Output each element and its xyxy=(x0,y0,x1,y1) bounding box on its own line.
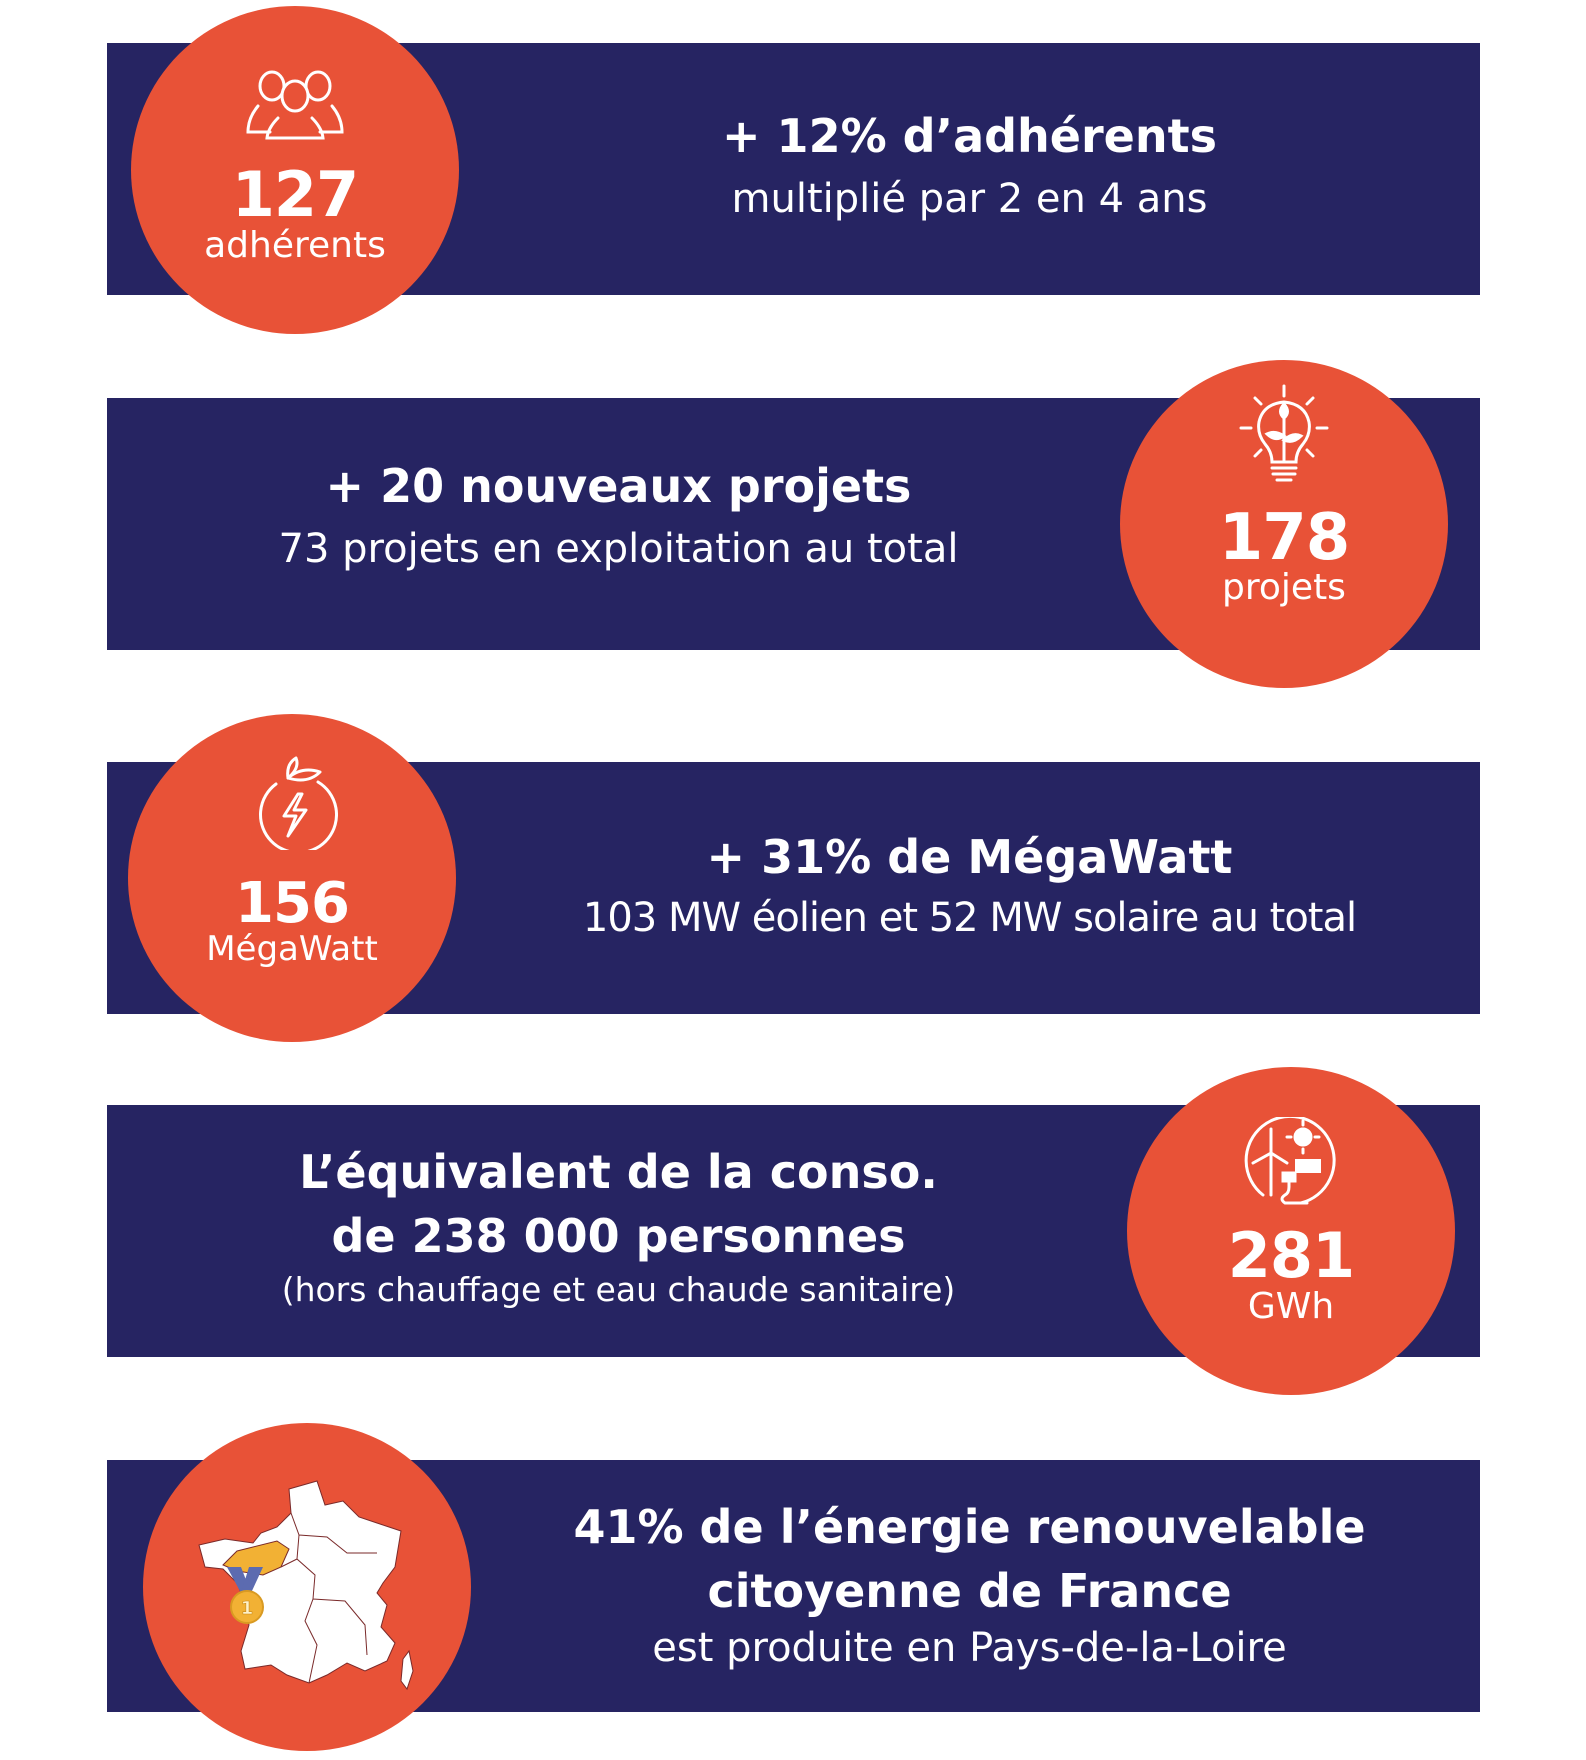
megawatt-count: 156 xyxy=(235,871,350,936)
region-text: 41% de l’énergie renouvelable citoyenne … xyxy=(459,1504,1480,1668)
projects-unit: projets xyxy=(1222,567,1346,608)
stat-circle-members: 127 adhérents xyxy=(131,6,459,334)
energy-headline-2: de 238 000 personnes xyxy=(331,1209,906,1263)
region-subline: est produite en Pays-de-la-Loire xyxy=(652,1625,1287,1671)
energy-unit: GWh xyxy=(1247,1286,1335,1327)
projects-subline: 73 projets en exploitation au total xyxy=(278,526,959,572)
wind-solar-plug-icon xyxy=(1241,1117,1341,1209)
stat-circle-region: 1 xyxy=(143,1423,471,1751)
stat-circle-energy: 281 GWh xyxy=(1127,1067,1455,1395)
megawatt-text: + 31% de MégaWatt 103 MW éolien et 52 MW… xyxy=(459,834,1480,938)
svg-text:1: 1 xyxy=(241,1598,254,1619)
france-map-medal-icon: 1 xyxy=(197,1475,417,1705)
energy-text: L’équivalent de la conso. de 238 000 per… xyxy=(107,1149,1130,1306)
members-subline: multiplié par 2 en 4 ans xyxy=(731,176,1208,222)
energy-note: (hors chauffage et eau chaude sanitaire) xyxy=(281,1270,956,1309)
members-count: 127 xyxy=(231,158,359,231)
stat-circle-megawatt: 156 MégaWatt xyxy=(128,714,456,1042)
region-headline-2: citoyenne de France xyxy=(707,1564,1232,1618)
members-headline: + 12% d’adhérents xyxy=(722,109,1217,163)
projects-count: 178 xyxy=(1218,501,1351,575)
region-headline-1: 41% de l’énergie renouvelable xyxy=(573,1500,1366,1554)
lightbulb-plant-icon xyxy=(1239,384,1329,488)
fruit-lightning-icon xyxy=(246,754,338,850)
megawatt-subline: 103 MW éolien et 52 MW solaire au total xyxy=(582,895,1357,941)
energy-count: 281 xyxy=(1227,1219,1355,1292)
people-group-icon xyxy=(240,66,350,141)
megawatt-headline: + 31% de MégaWatt xyxy=(706,830,1233,884)
energy-headline-1: L’équivalent de la conso. xyxy=(299,1145,938,1199)
projects-text: + 20 nouveaux projets 73 projets en expl… xyxy=(107,463,1130,569)
projects-headline: + 20 nouveaux projets xyxy=(325,459,912,513)
members-unit: adhérents xyxy=(204,225,386,266)
megawatt-unit: MégaWatt xyxy=(206,929,378,969)
members-text: + 12% d’adhérents multiplié par 2 en 4 a… xyxy=(459,113,1480,219)
stat-circle-projects: 178 projets xyxy=(1120,360,1448,688)
